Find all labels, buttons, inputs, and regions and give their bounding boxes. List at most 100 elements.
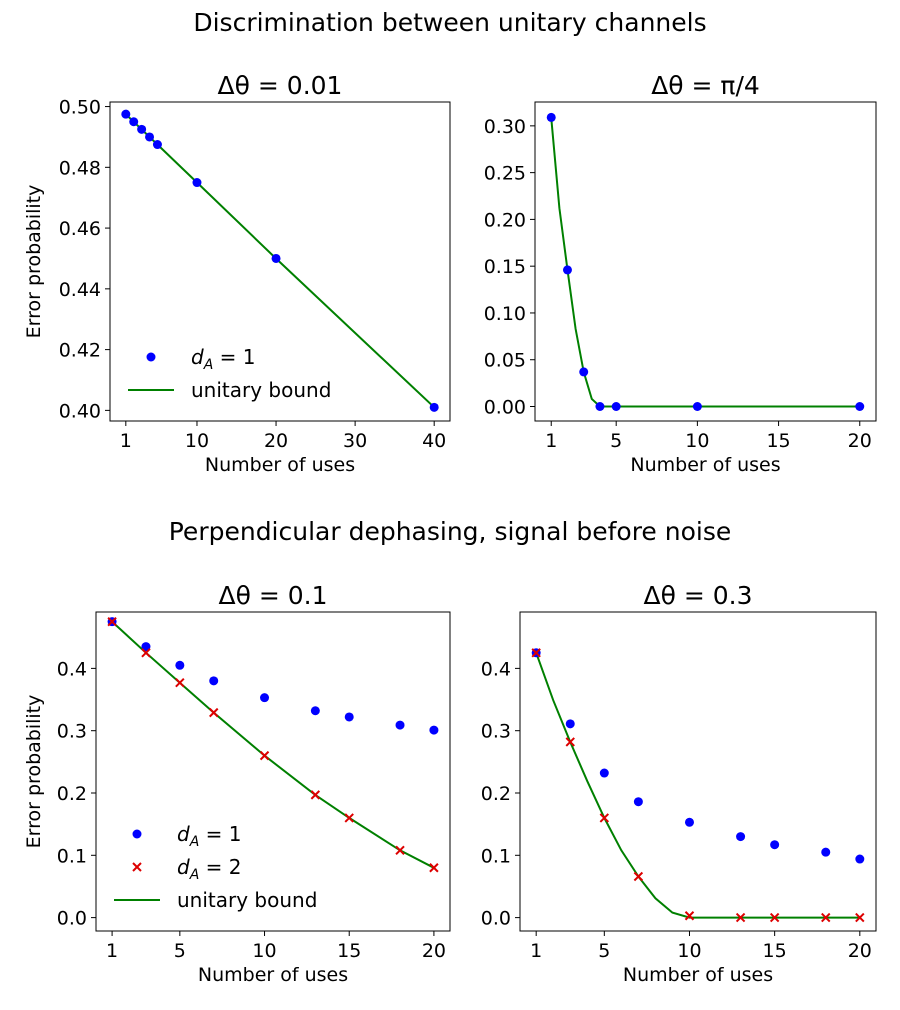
p3-ytick-label: 0.4 <box>481 658 511 680</box>
p0-ytick-label: 0.44 <box>59 279 101 301</box>
p0-point-d1 <box>121 109 131 119</box>
p3-xtick-label: 10 <box>677 940 701 962</box>
p3-point-d2 <box>735 912 746 923</box>
p1-xtick-label: 1 <box>545 430 557 452</box>
p1-xtick-label: 15 <box>766 430 790 452</box>
p1-ytick-label: 0.30 <box>484 116 526 138</box>
p2-point-d2 <box>141 648 151 658</box>
p2-point-d1 <box>310 706 320 716</box>
p3-point-d1 <box>736 832 746 842</box>
p0-xtick-label: 30 <box>343 430 367 452</box>
p2-ytick-label: 0.0 <box>57 908 87 930</box>
p0-legend-label: unitary bound <box>191 378 331 402</box>
p1-ytick-label: 0.00 <box>484 397 526 419</box>
p3-ytick-label: 0.0 <box>481 908 511 930</box>
p1-unitary-bound-line <box>550 117 860 408</box>
p2-point-d1 <box>209 676 219 686</box>
p3-ytick-label: 0.2 <box>481 783 511 805</box>
p2-point-d2 <box>175 678 185 688</box>
p2-point-d2 <box>107 616 117 627</box>
p2-axes-frame <box>95 611 451 932</box>
p2-xtick-label: 15 <box>337 940 361 962</box>
plot-delta-pi-over-4: Δθ = π/41 5 10 15 200.000.050.100.150.200.25… <box>484 71 877 476</box>
p1-ytick-label: 0.20 <box>484 209 526 231</box>
p3-point-d2 <box>565 737 575 747</box>
p0-point-d1 <box>145 132 155 142</box>
p2-ylabel: Error probability <box>23 695 45 849</box>
p0-ytick-label: 0.46 <box>59 218 101 240</box>
p2-xtick-label: 20 <box>422 940 446 962</box>
p1-ytick-label: 0.05 <box>484 350 526 372</box>
p0-ytick-label: 0.40 <box>59 400 101 422</box>
p3-xtick-label: 15 <box>763 940 787 962</box>
p3-xtick-label: 20 <box>848 940 872 962</box>
p2-point-d2 <box>209 707 219 718</box>
p2-point-d2 <box>429 863 439 873</box>
p3-point-d1 <box>821 847 831 857</box>
p3-point-d2 <box>855 912 865 923</box>
p2-legend-marker-d1 <box>132 829 142 839</box>
p2-point-d2 <box>395 845 405 856</box>
p3-xlabel: Number of uses <box>623 964 773 986</box>
p2-ytick-label: 0.4 <box>57 658 87 680</box>
p2-legend-label: dA = 2 <box>177 855 241 883</box>
p2-legend: dA = 1 dA = 2 unitary bound <box>114 822 317 912</box>
p2-point-d1 <box>175 660 185 670</box>
p2-point-d1 <box>429 725 439 735</box>
top-figure-title: Discrimination between unitary channels <box>193 8 706 37</box>
p3-point-d2 <box>769 912 780 923</box>
p2-point-d1 <box>395 720 405 730</box>
p1-ytick-label: 0.25 <box>484 163 526 185</box>
p2-title: Δθ = 0.1 <box>219 581 328 610</box>
p0-ylabel: Error probability <box>23 185 45 339</box>
p1-point-d1 <box>611 402 621 411</box>
p2-legend-label: unitary bound <box>177 888 317 912</box>
p3-point-d1 <box>565 719 575 729</box>
p2-unitary-bound-line <box>111 620 435 869</box>
p3-point-d1 <box>855 854 865 864</box>
p3-xtick-label: 5 <box>598 940 610 962</box>
p1-point-d1 <box>579 367 589 377</box>
p2-point-d2 <box>344 813 354 823</box>
plot-delta-0-01: Δθ = 0.01 1 10 20 30 40 0.40 0.42 0.44 0.46 0.48 0.… <box>23 71 451 476</box>
p3-point-d1 <box>599 768 609 778</box>
p2-legend-label: dA = 1 <box>177 822 241 850</box>
p3-point-d1 <box>684 817 694 827</box>
p0-axes-frame <box>109 101 451 422</box>
p0-xlabel: Number of uses <box>205 454 355 476</box>
p0-title: Δθ = 0.01 <box>218 71 343 100</box>
p0-point-d1 <box>271 253 281 263</box>
p0-legend-marker-d1 <box>146 352 156 362</box>
p2-ytick-label: 0.2 <box>57 783 87 805</box>
p1-xtick-label: 20 <box>848 430 872 452</box>
p3-ytick-label: 0.1 <box>481 845 511 867</box>
p1-point-d1 <box>562 265 572 275</box>
p3-point-d1 <box>770 840 780 850</box>
p2-point-d2 <box>259 750 270 761</box>
p3-point-d2 <box>633 871 644 882</box>
p0-ytick-label: 0.50 <box>59 97 101 119</box>
p0-unitary-bound-line <box>125 113 435 409</box>
p3-title: Δθ = 0.3 <box>644 581 753 610</box>
p2-legend-marker-d2 <box>132 862 142 872</box>
p1-axes-frame <box>534 101 877 422</box>
p2-ytick-label: 0.3 <box>57 721 87 743</box>
p1-point-d1 <box>692 402 702 411</box>
bottom-figure-title: Perpendicular dephasing, signal before n… <box>169 517 732 546</box>
p3-point-d2 <box>821 912 831 923</box>
p1-point-d1 <box>546 112 556 122</box>
p0-point-d1 <box>429 402 439 412</box>
p1-title: Δθ = π/4 <box>651 71 760 100</box>
p3-point-d2 <box>531 648 541 658</box>
p2-xtick-label: 10 <box>252 940 276 962</box>
p0-xtick-label: 1 <box>120 430 132 452</box>
p0-point-d1 <box>137 124 147 134</box>
p1-ytick-label: 0.15 <box>484 256 526 278</box>
p2-ytick-label: 0.1 <box>57 845 87 867</box>
p1-xlabel: Number of uses <box>630 454 780 476</box>
p3-unitary-bound-line <box>535 652 860 919</box>
p1-xtick-label: 5 <box>610 430 622 452</box>
